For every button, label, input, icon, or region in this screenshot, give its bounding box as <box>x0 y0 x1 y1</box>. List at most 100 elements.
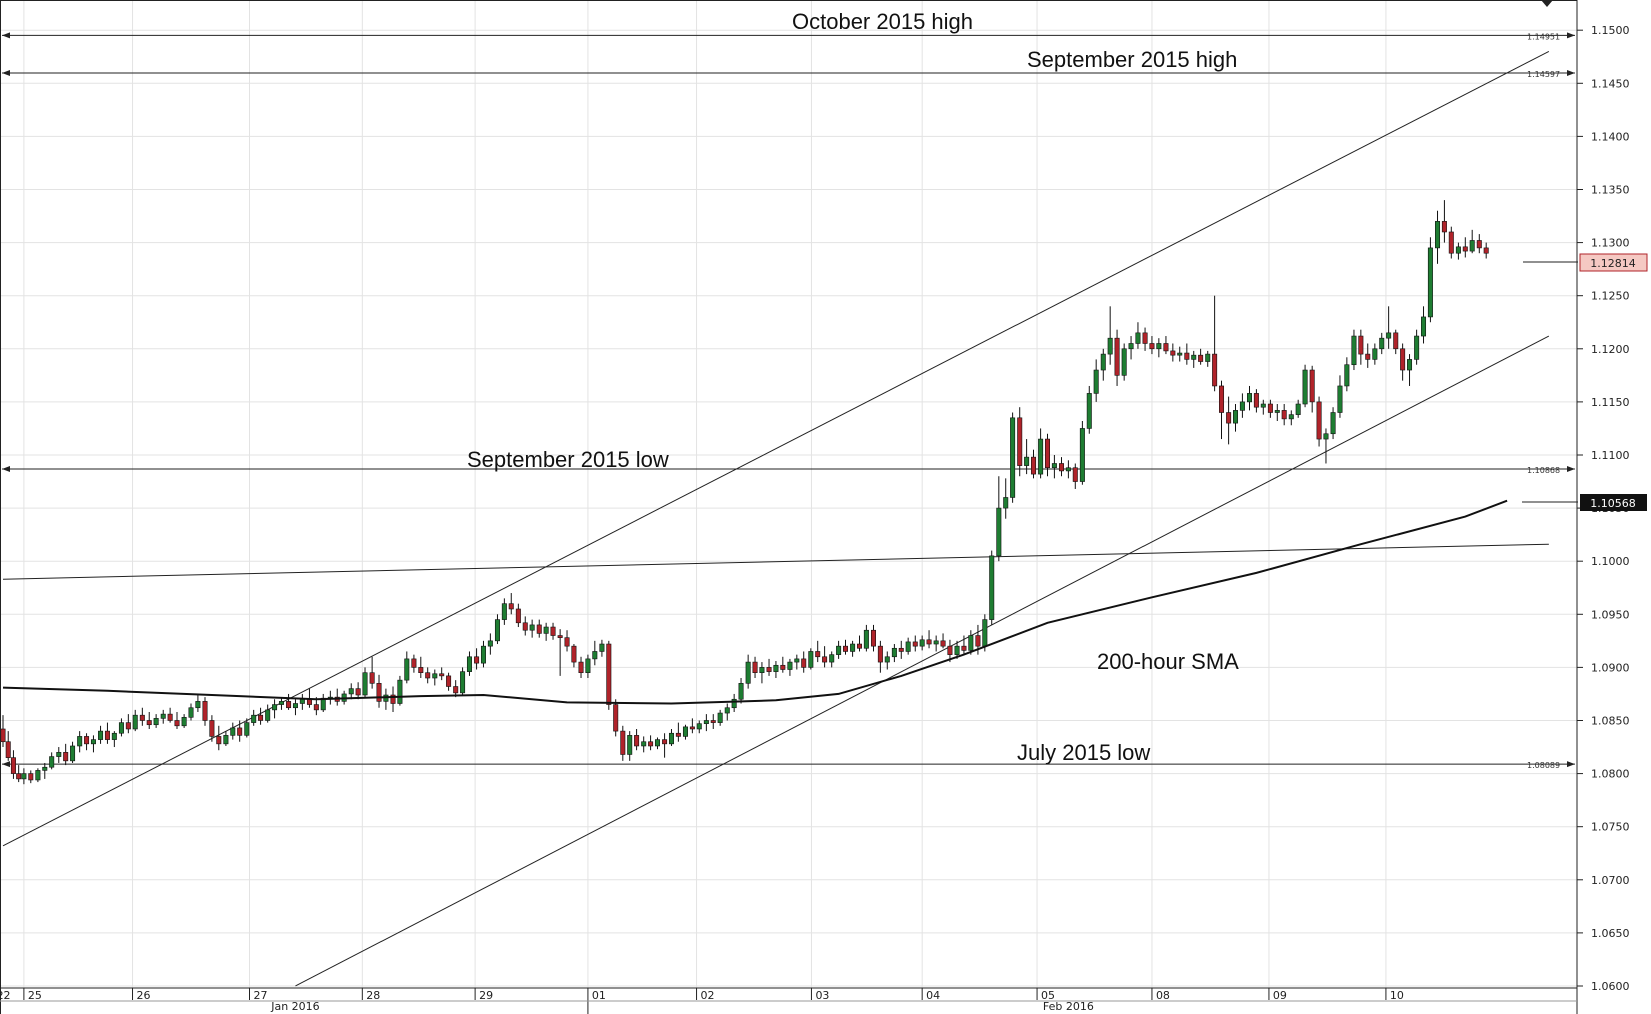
candle-body <box>202 701 208 721</box>
candle-body <box>146 720 152 726</box>
candle-body <box>1114 337 1120 376</box>
candle-body <box>1247 393 1253 403</box>
candle-body <box>1128 343 1134 350</box>
x-day-label: 01 <box>592 989 606 1002</box>
candle-body <box>1448 231 1454 254</box>
candle-body <box>1253 393 1259 408</box>
candle-body <box>77 736 83 747</box>
candle-body <box>153 718 159 726</box>
candle-body <box>1163 343 1169 352</box>
candle-body <box>216 736 222 745</box>
candle-body <box>1226 412 1232 424</box>
y-tick-label: 1.1150 <box>1591 396 1630 409</box>
candle-body <box>675 732 681 737</box>
candle-body <box>641 741 647 747</box>
x-day-label: 10 <box>1390 989 1404 1002</box>
candle-body <box>703 720 709 724</box>
level-arrow-right <box>1567 69 1575 76</box>
candle-body <box>466 656 472 672</box>
candle-body <box>696 723 702 730</box>
candle-body <box>1198 354 1204 362</box>
candle-body <box>1170 350 1176 356</box>
candle-body <box>592 651 598 660</box>
candle-body <box>898 647 904 652</box>
x-day-label: 04 <box>926 989 940 1002</box>
candle-body <box>982 619 988 647</box>
candle-body <box>439 673 445 677</box>
candle-body <box>1212 353 1218 387</box>
y-tick-label: 1.1500 <box>1591 24 1630 37</box>
candle-body <box>299 698 305 704</box>
candle-body <box>745 661 751 684</box>
candle-body <box>111 732 117 740</box>
candle-body <box>1024 456 1030 466</box>
x-month-label: Feb 2016 <box>1043 1000 1094 1013</box>
candle-body <box>571 645 577 663</box>
candle-body <box>362 672 368 696</box>
candle-body <box>369 672 375 684</box>
trendline <box>2 543 1549 580</box>
candle-body <box>397 679 403 704</box>
candle-body <box>522 622 528 631</box>
candle-body <box>460 671 466 694</box>
current-price-box <box>1579 253 1648 272</box>
candle-body <box>1142 332 1148 344</box>
candle-body <box>278 701 284 705</box>
candle-body <box>1455 246 1461 254</box>
candle-body <box>1121 348 1127 376</box>
sma-price-box <box>1580 494 1647 511</box>
candle-body <box>390 694 396 704</box>
candle-body <box>919 639 925 647</box>
y-tick-label: 1.1000 <box>1591 555 1630 568</box>
candle-body <box>167 713 173 721</box>
x-day-label: 29 <box>479 989 493 1002</box>
candle-body <box>1476 240 1482 249</box>
x-day-label: 03 <box>815 989 829 1002</box>
candle-body <box>1191 354 1197 360</box>
candle-body <box>480 645 486 664</box>
candle-body <box>1177 352 1183 356</box>
candle-body <box>877 645 883 663</box>
candle-body <box>98 730 104 740</box>
candle-body <box>996 507 1002 557</box>
x-day-label: 28 <box>366 989 380 1002</box>
candle-body <box>654 739 660 747</box>
candle-body <box>620 730 626 755</box>
level-value-label: 1.14597 <box>1527 70 1560 79</box>
candle-body <box>536 624 542 634</box>
candle-body <box>1045 438 1051 469</box>
candle-body <box>181 717 187 727</box>
candle-body <box>724 707 730 714</box>
annotation-september-2015-high: September 2015 high <box>1027 47 1237 72</box>
candle-body <box>1065 467 1071 472</box>
candle-body <box>56 752 62 757</box>
candle-body <box>1260 403 1266 408</box>
candle-body <box>717 712 723 723</box>
candle-body <box>84 736 90 745</box>
candle-body <box>237 727 243 736</box>
candle-body <box>1400 348 1406 371</box>
candle-body <box>1372 348 1378 360</box>
current-price-label: 1.12814 <box>1590 257 1636 270</box>
candle-body <box>850 643 856 652</box>
candle-body <box>794 658 800 663</box>
y-tick-label: 1.0700 <box>1591 874 1630 887</box>
candle-body <box>494 619 500 642</box>
candle-body <box>933 640 939 645</box>
candle-body <box>404 658 410 681</box>
candle-body <box>1309 369 1315 403</box>
candle-body <box>188 707 194 718</box>
candle-body <box>648 741 654 747</box>
candle-body <box>856 643 862 649</box>
y-tick-label: 1.1100 <box>1591 449 1630 462</box>
candle-body <box>1288 414 1294 420</box>
candle-body <box>1051 463 1057 469</box>
level-value-label: 1.14951 <box>1527 32 1560 41</box>
candle-body <box>766 667 772 672</box>
y-tick-label: 1.1250 <box>1591 290 1630 303</box>
candle-body <box>564 637 570 647</box>
candle-body <box>1441 221 1447 233</box>
candle-body <box>1330 412 1336 435</box>
scroll-marker-icon[interactable] <box>1541 0 1553 7</box>
candle-body <box>529 624 535 631</box>
